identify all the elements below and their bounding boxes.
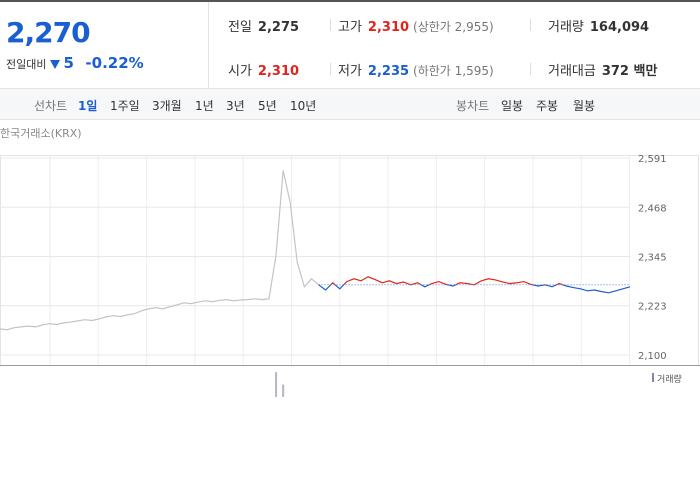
separator <box>530 19 531 31</box>
period-tab[interactable]: 5년 <box>258 99 277 113</box>
period-tab[interactable]: 1주일 <box>110 99 140 113</box>
y-tick-label: 2,100 <box>638 351 667 362</box>
source: 한국거래소(KRX) <box>0 127 82 140</box>
price: 2,270 <box>6 16 91 49</box>
plot-frame <box>0 155 699 366</box>
stat-value: 2,310 <box>257 64 300 79</box>
stat-value: 2,235 <box>367 64 410 79</box>
stat: 시가 2,310 <box>228 60 299 79</box>
change-value: 5 <box>63 54 74 72</box>
y-tick-label: 2,223 <box>638 302 667 313</box>
period-tab[interactable]: 3년 <box>226 99 245 113</box>
tab-label: 봉차트 <box>456 99 490 113</box>
stat-label: 저가 <box>338 64 362 79</box>
stat: 전일 2,275 <box>228 16 299 35</box>
period-tab[interactable]: 1년 <box>195 99 214 113</box>
stat: 거래대금 372 백만 <box>548 60 657 79</box>
separator <box>330 19 331 31</box>
stat-note: (상한가 2,955) <box>413 20 494 34</box>
period-tab[interactable]: 1일 <box>78 99 98 113</box>
stat-note: (하한가 1,595) <box>413 64 494 78</box>
stat: 거래량 164,094 <box>548 16 649 35</box>
quote-panel: 2,270 전일대비 5 -0.22% 전일 2,275 고가 2,310 (상한가 … <box>0 0 700 88</box>
separator <box>330 63 331 75</box>
stat-value: 372 백만 <box>601 64 658 79</box>
period-tab[interactable]: 일봉 <box>501 99 524 113</box>
stat-label: 고가 <box>338 20 362 35</box>
legend-swatch <box>652 373 654 382</box>
period-tab[interactable]: 10년 <box>290 99 317 113</box>
price-line-down <box>318 284 631 294</box>
price-box: 2,270 전일대비 5 -0.22% <box>0 2 209 88</box>
stat-label: 거래량 <box>548 20 584 35</box>
legend-label: 거래량 <box>657 373 682 385</box>
period-tabs: 선차트 봉차트 1일 1주일 3개월 1년 3년 5년 10년 일봉 주봉 월봉 <box>0 88 700 120</box>
change: 전일대비 5 -0.22% <box>6 54 144 72</box>
chart: 한국거래소(KRX) 2,591 2,468 2,345 2,223 2,100 거래량 <box>0 127 700 397</box>
stat-label: 전일 <box>228 20 252 35</box>
change-label: 전일대비 <box>6 58 47 71</box>
stat: 고가 2,310 (상한가 2,955) <box>338 16 494 35</box>
price-line <box>0 170 319 331</box>
period-tab[interactable]: 월봉 <box>573 99 596 113</box>
y-tick-label: 2,591 <box>638 154 667 165</box>
stat: 저가 2,235 (하한가 1,595) <box>338 60 494 79</box>
volume-bar <box>282 384 285 397</box>
y-tick-label: 2,468 <box>638 203 667 214</box>
period-tab[interactable]: 3개월 <box>152 99 182 113</box>
period-tab[interactable]: 주봉 <box>536 99 559 113</box>
volume-bar <box>275 372 278 397</box>
separator <box>530 63 531 75</box>
price-line-up <box>318 276 565 285</box>
stat-value: 2,275 <box>257 20 300 35</box>
tab-label: 선차트 <box>34 99 68 113</box>
stat-value: 164,094 <box>589 20 650 35</box>
stat-label: 시가 <box>228 64 252 79</box>
down-arrow <box>49 60 60 69</box>
stat-value: 2,310 <box>367 20 410 35</box>
change-rate: -0.22% <box>85 54 144 72</box>
stat-label: 거래대금 <box>548 64 596 79</box>
y-tick-label: 2,345 <box>638 253 667 264</box>
